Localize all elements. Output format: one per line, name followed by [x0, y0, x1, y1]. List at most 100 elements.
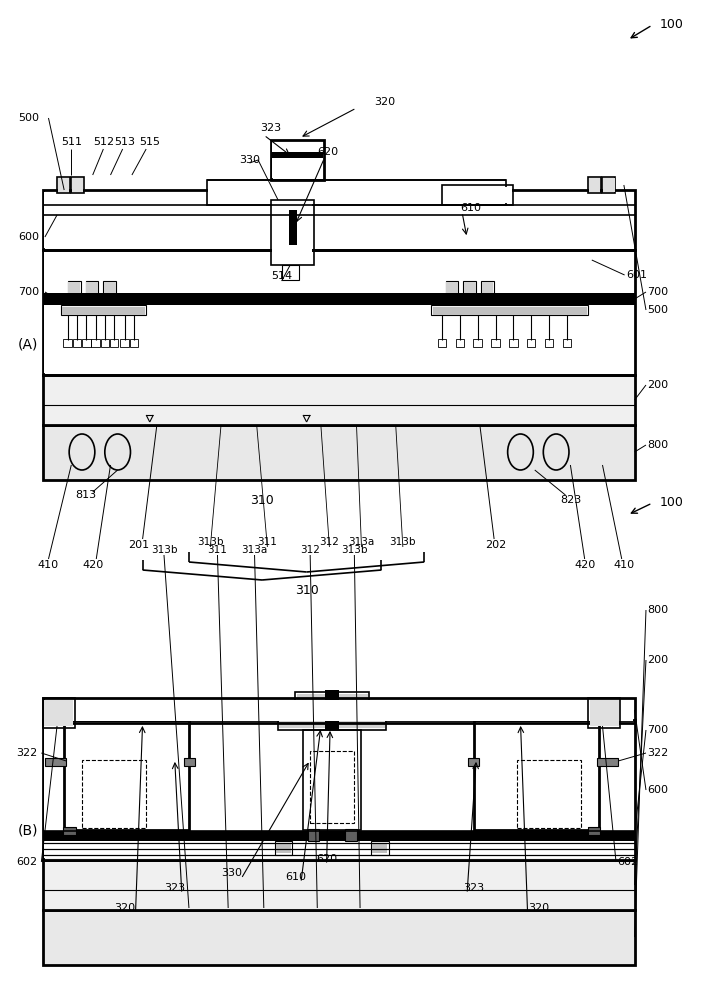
Bar: [278, 716, 386, 730]
Bar: [474, 720, 599, 830]
Text: 313a: 313a: [242, 545, 267, 555]
Bar: [589, 178, 600, 192]
Bar: [473, 339, 482, 347]
Bar: [275, 841, 292, 855]
Text: 312: 312: [319, 537, 339, 547]
Bar: [310, 751, 354, 823]
Bar: [44, 722, 633, 858]
Text: 602: 602: [16, 857, 37, 867]
Bar: [446, 281, 458, 293]
Bar: [68, 282, 80, 292]
Bar: [43, 831, 635, 841]
Bar: [208, 182, 505, 203]
Bar: [130, 339, 138, 347]
Text: 500: 500: [19, 113, 39, 123]
Bar: [442, 185, 513, 205]
Text: 700: 700: [18, 287, 39, 297]
Bar: [287, 704, 378, 716]
Bar: [43, 293, 635, 305]
Text: 311: 311: [207, 545, 227, 555]
Text: 600: 600: [19, 232, 39, 242]
Bar: [43, 375, 635, 425]
Text: 515: 515: [139, 137, 160, 147]
Bar: [271, 140, 324, 180]
Bar: [438, 339, 446, 347]
Bar: [44, 831, 633, 841]
Text: 320: 320: [528, 903, 549, 913]
Text: 310: 310: [250, 493, 274, 506]
Bar: [45, 758, 66, 766]
Bar: [603, 178, 615, 192]
Bar: [86, 282, 98, 292]
Text: 320: 320: [374, 97, 396, 107]
Text: 330: 330: [221, 868, 242, 878]
Text: 601: 601: [626, 270, 647, 280]
Bar: [91, 339, 100, 347]
Bar: [464, 282, 476, 292]
Bar: [468, 758, 479, 766]
Bar: [588, 827, 600, 835]
Text: 620: 620: [317, 147, 339, 157]
Bar: [597, 758, 618, 766]
Text: 500: 500: [647, 305, 668, 315]
Text: 410: 410: [613, 560, 635, 570]
Text: 800: 800: [647, 605, 669, 615]
Bar: [563, 339, 571, 347]
Bar: [295, 692, 369, 704]
Bar: [279, 718, 385, 728]
Bar: [44, 840, 633, 860]
Bar: [446, 282, 458, 292]
Text: 800: 800: [647, 440, 669, 450]
Bar: [58, 178, 69, 192]
Bar: [463, 281, 476, 293]
Text: 330: 330: [239, 155, 260, 165]
Bar: [43, 860, 635, 910]
Bar: [44, 192, 633, 248]
Bar: [43, 425, 635, 480]
Bar: [61, 305, 146, 315]
Bar: [431, 305, 588, 315]
Text: 610: 610: [285, 872, 307, 882]
Text: 420: 420: [82, 560, 103, 570]
Bar: [207, 180, 506, 205]
Bar: [44, 700, 73, 726]
Bar: [272, 152, 323, 158]
Text: 514: 514: [271, 271, 292, 281]
Bar: [588, 177, 601, 193]
Bar: [64, 720, 189, 830]
Bar: [45, 758, 66, 766]
Text: 620: 620: [316, 854, 337, 864]
Text: 313a: 313a: [349, 537, 374, 547]
Bar: [282, 265, 299, 280]
Bar: [345, 829, 356, 841]
Bar: [63, 827, 76, 835]
Text: 100: 100: [660, 18, 683, 31]
Bar: [443, 187, 512, 203]
Text: 323: 323: [164, 883, 185, 893]
Text: (B): (B): [18, 823, 39, 837]
Bar: [288, 706, 376, 714]
Bar: [602, 177, 615, 193]
Bar: [43, 250, 635, 375]
Text: 700: 700: [647, 725, 669, 735]
Bar: [527, 339, 535, 347]
Bar: [104, 282, 116, 292]
Text: 100: 100: [660, 496, 683, 510]
Bar: [43, 375, 635, 425]
Bar: [491, 339, 500, 347]
Bar: [433, 306, 587, 314]
Bar: [517, 760, 581, 828]
Bar: [509, 339, 518, 347]
Text: 420: 420: [574, 560, 595, 570]
Bar: [103, 281, 116, 293]
Text: 513: 513: [114, 137, 135, 147]
Text: 512: 512: [93, 137, 114, 147]
Text: 201: 201: [128, 540, 150, 550]
Text: 813: 813: [75, 490, 96, 500]
Text: 323: 323: [463, 883, 485, 893]
Bar: [289, 210, 297, 245]
Text: 202: 202: [485, 540, 506, 550]
Bar: [476, 722, 597, 828]
Text: 323: 323: [260, 123, 282, 133]
Bar: [43, 190, 635, 250]
